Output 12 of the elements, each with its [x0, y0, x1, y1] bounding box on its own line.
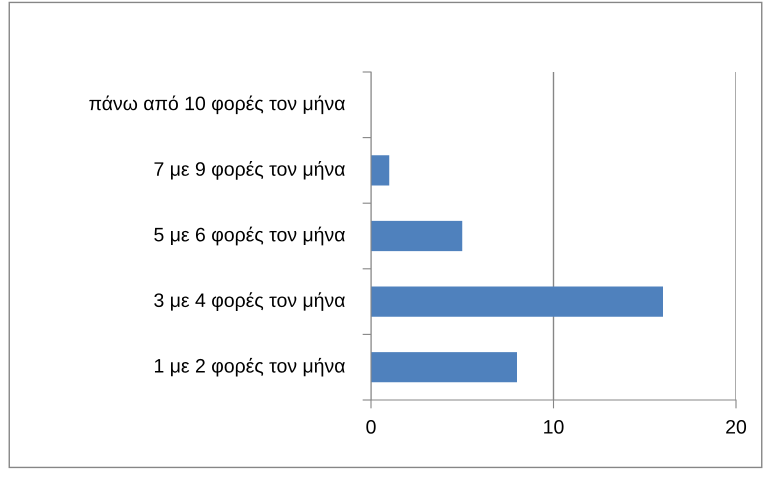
y-tick-label: 5 με 6 φορές τον μήνα — [154, 226, 345, 246]
y-tick-label: 1 με 2 φορές τον μήνα — [154, 358, 345, 377]
y-tick-label: 7 με 9 φορές τον μήνα — [154, 161, 345, 180]
x-tick-label: 0 — [366, 420, 376, 434]
y-tick-label: πάνω από 10 φορές τον μήνα — [89, 95, 345, 114]
bar — [371, 155, 390, 186]
bar — [371, 352, 517, 382]
x-tick-label: 10 — [544, 420, 564, 434]
y-tick-label: 3 με 4 φορές τον μήνα — [154, 292, 345, 311]
x-tick-label: 20 — [726, 420, 746, 434]
bar — [371, 286, 663, 317]
bar — [371, 220, 462, 252]
